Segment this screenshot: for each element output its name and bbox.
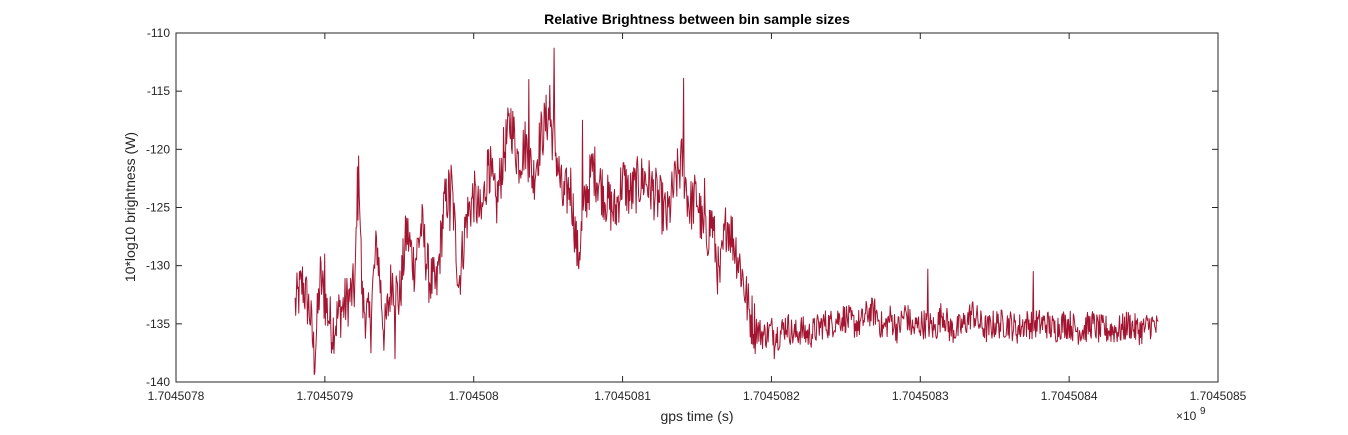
y-tick-label: -130	[146, 259, 170, 273]
x-tick-label: 1.7045081	[594, 389, 651, 403]
y-tick-label: -125	[146, 201, 170, 215]
x-axis-label: gps time (s)	[660, 408, 733, 424]
x-tick-label: 1.7045084	[1041, 389, 1098, 403]
x-tick-label: 1.7045083	[892, 389, 949, 403]
brightness-series-line	[294, 47, 1159, 376]
x-axis-exponent: ×10 9	[1176, 406, 1206, 423]
y-tick-label: -110	[147, 26, 170, 40]
x-exponent-base: ×10	[1176, 409, 1197, 423]
x-tick-label: 1.704508	[449, 389, 499, 403]
x-tick-label: 1.7045082	[743, 389, 800, 403]
y-tick-label: -140	[146, 375, 170, 389]
series-group	[294, 47, 1159, 376]
x-axis-ticks: 1.7045078 1.7045079 1.704508 1.7045081 1.704…	[148, 33, 1247, 403]
x-exponent-power: 9	[1200, 406, 1206, 417]
y-tick-label: -120	[146, 142, 170, 156]
y-tick-label: -135	[146, 317, 170, 331]
chart-title: Relative Brightness between bin sample s…	[544, 11, 850, 27]
y-tick-label: -115	[147, 84, 170, 98]
x-tick-label: 1.7045079	[296, 389, 353, 403]
x-tick-label: 1.7045078	[148, 389, 205, 403]
x-tick-label: 1.7045085	[1190, 389, 1247, 403]
y-axis-ticks: -140 -135 -130 -125 -120 -115 -110	[146, 26, 1218, 389]
y-axis-label: 10*log10 brightness (W)	[122, 132, 138, 282]
